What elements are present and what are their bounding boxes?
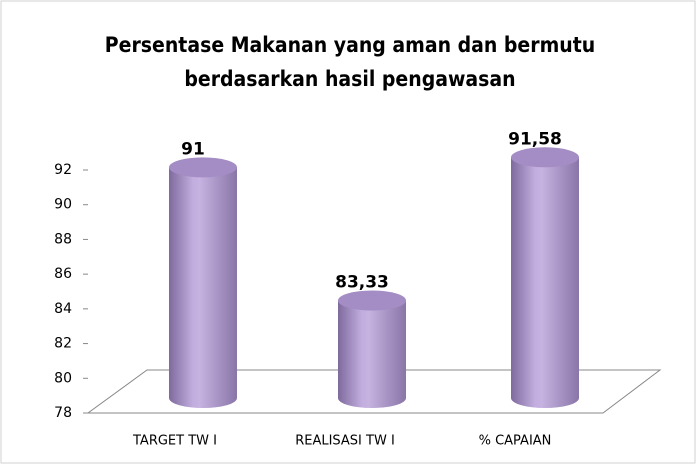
bar bbox=[338, 300, 406, 408]
y-tick-label: 86 bbox=[54, 266, 72, 282]
data-label: 83,33 bbox=[335, 272, 389, 292]
y-tick-label: 92 bbox=[54, 162, 72, 178]
bar-top bbox=[338, 290, 406, 311]
bar-top bbox=[169, 157, 237, 178]
data-label: 91,58 bbox=[508, 129, 562, 149]
y-tick-label: 82 bbox=[54, 336, 72, 352]
y-tick-label: 90 bbox=[54, 197, 72, 213]
y-tick-label: 80 bbox=[54, 370, 72, 386]
floor bbox=[86, 369, 662, 414]
bar bbox=[511, 157, 579, 408]
bar-top bbox=[511, 147, 579, 168]
x-tick-label: % CAPAIAN bbox=[479, 434, 552, 449]
chart-title: berdasarkan hasil pengawasan bbox=[184, 67, 515, 91]
data-label: 91 bbox=[181, 139, 205, 159]
bar bbox=[169, 167, 237, 408]
chart-title: Persentase Makanan yang aman dan bermutu bbox=[105, 33, 595, 57]
y-tick-label: 84 bbox=[54, 301, 72, 317]
x-tick-label: TARGET TW I bbox=[132, 434, 217, 449]
x-tick-label: REALISASI TW I bbox=[295, 434, 395, 449]
y-tick-label: 88 bbox=[54, 231, 72, 247]
y-tick-label: 78 bbox=[54, 405, 72, 421]
